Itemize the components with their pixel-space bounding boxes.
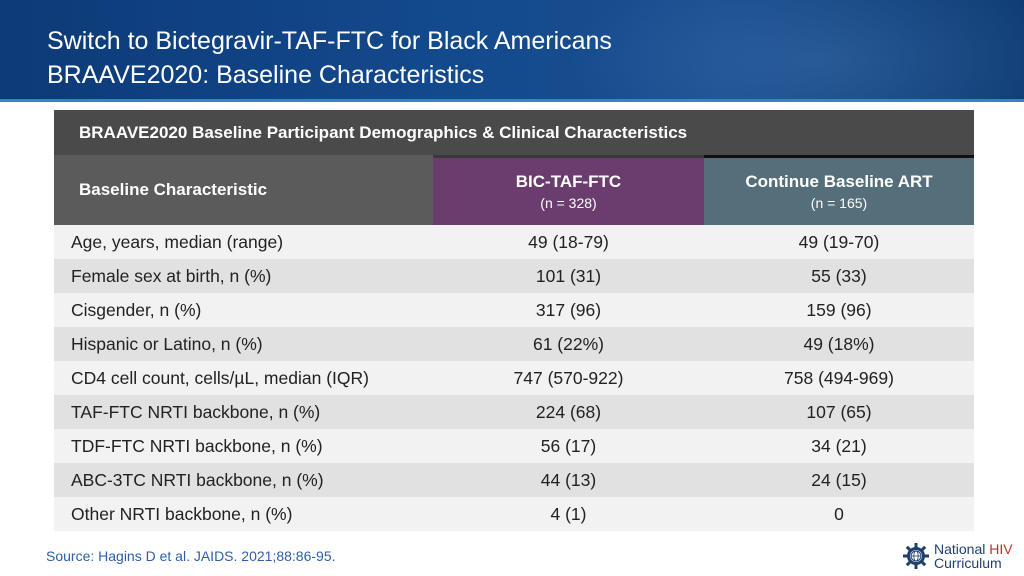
row-label: CD4 cell count, cells/µL, median (IQR) (71, 368, 369, 388)
logo-text: National HIV Curriculum (934, 542, 1013, 570)
row-bic-value: 101 (31) (535, 266, 602, 286)
header-bic-taf-ftc: BIC-TAF-FTC (n = 328) (433, 155, 704, 225)
header-bic-n: (n = 328) (540, 194, 597, 211)
table-row: CD4 cell count, cells/µL, median (IQR) 7… (54, 361, 974, 395)
row-label: Age, years, median (range) (71, 232, 284, 252)
source-citation: Source: Hagins D et al. JAIDS. 2021;88:8… (46, 548, 336, 564)
table-header-row: Baseline Characteristic BIC-TAF-FTC (n =… (54, 155, 974, 225)
row-bic-value: 49 (18-79) (528, 232, 609, 252)
table-row: Female sex at birth, n (%) 101 (31) 55 (… (54, 259, 974, 293)
row-label: Other NRTI backbone, n (%) (71, 504, 293, 524)
row-label: Hispanic or Latino, n (%) (71, 334, 263, 354)
row-bic-value: 224 (68) (535, 402, 602, 422)
row-art-value: 758 (494-969) (784, 368, 894, 388)
national-hiv-curriculum-logo: National HIV Curriculum (902, 540, 1020, 572)
row-art-value: 34 (21) (811, 436, 867, 456)
slide-header: Switch to Bictegravir-TAF-FTC for Black … (0, 0, 1024, 102)
table-row: TDF-FTC NRTI backbone, n (%) 56 (17) 34 … (54, 429, 974, 463)
header-art-name: Continue Baseline ART (745, 171, 933, 191)
logo-word-curriculum: Curriculum (934, 555, 1002, 571)
row-label: TDF-FTC NRTI backbone, n (%) (71, 436, 323, 456)
row-bic-value: 747 (570-922) (513, 368, 624, 388)
row-label: Cisgender, n (%) (71, 300, 202, 320)
row-label: ABC-3TC NRTI backbone, n (%) (71, 470, 324, 490)
logo-word-hiv: HIV (989, 541, 1013, 557)
row-art-value: 49 (18%) (803, 334, 875, 354)
title-line-1: Switch to Bictegravir-TAF-FTC for Black … (47, 27, 612, 55)
row-label: Female sex at birth, n (%) (71, 266, 272, 286)
table-row: Age, years, median (range) 49 (18-79) 49… (54, 225, 974, 259)
row-bic-value: 4 (1) (550, 504, 587, 524)
title-line-2: BRAAVE2020: Baseline Characteristics (47, 61, 485, 89)
row-art-value: 55 (33) (811, 266, 867, 286)
row-art-value: 49 (19-70) (798, 232, 880, 252)
row-bic-value: 56 (17) (540, 436, 597, 456)
baseline-table: BRAAVE2020 Baseline Participant Demograp… (54, 110, 974, 531)
gear-globe-icon (903, 543, 929, 569)
row-bic-value: 44 (13) (540, 470, 597, 490)
row-art-value: 159 (96) (806, 300, 872, 320)
header-glow (564, 0, 1024, 102)
header-continue-art: Continue Baseline ART (n = 165) (704, 155, 974, 225)
row-bic-value: 61 (22%) (532, 334, 604, 354)
table-row: TAF-FTC NRTI backbone, n (%) 224 (68) 10… (54, 395, 974, 429)
table-row: Hispanic or Latino, n (%) 61 (22%) 49 (1… (54, 327, 974, 361)
row-art-value: 0 (834, 504, 844, 524)
header-baseline-characteristic: Baseline Characteristic (54, 155, 433, 225)
row-art-value: 24 (15) (811, 470, 867, 490)
table-caption: BRAAVE2020 Baseline Participant Demograp… (54, 110, 974, 155)
row-label: TAF-FTC NRTI backbone, n (%) (71, 402, 321, 422)
header-art-n: (n = 165) (810, 194, 868, 211)
row-art-value: 107 (65) (806, 402, 872, 422)
table-body: Age, years, median (range) 49 (18-79) 49… (54, 225, 974, 531)
logo-word-national: National (934, 541, 986, 557)
header-bic-name: BIC-TAF-FTC (515, 171, 622, 191)
row-bic-value: 317 (96) (535, 300, 602, 320)
table-row: ABC-3TC NRTI backbone, n (%) 44 (13) 24 … (54, 463, 974, 497)
table-row: Cisgender, n (%) 317 (96) 159 (96) (54, 293, 974, 327)
slide-title: Switch to Bictegravir-TAF-FTC for Black … (47, 24, 612, 92)
table-row: Other NRTI backbone, n (%) 4 (1) 0 (54, 497, 974, 531)
